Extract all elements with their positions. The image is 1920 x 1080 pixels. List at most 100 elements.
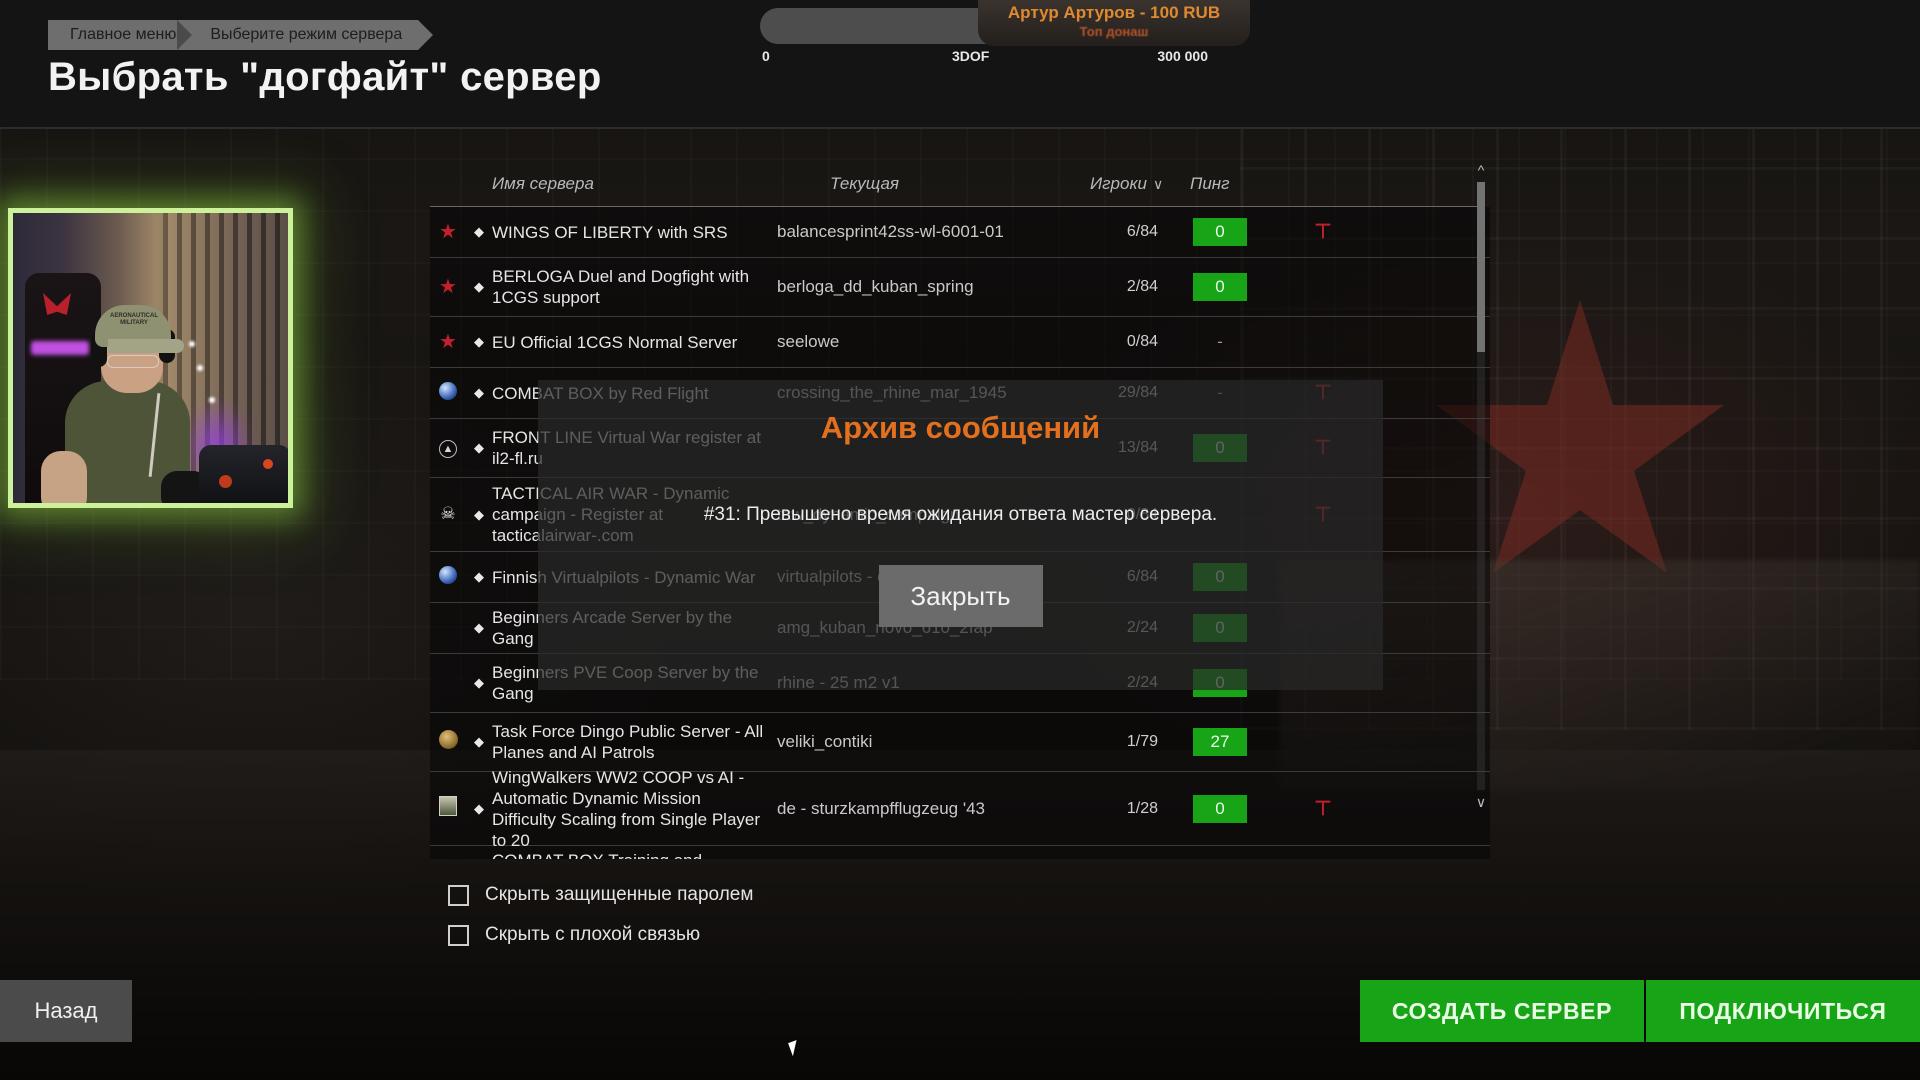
diamond-icon: ◆ <box>474 440 484 455</box>
page-title: Выбрать "догфайт" сервер <box>48 55 602 99</box>
favorite-star-icon[interactable]: ★ <box>439 330 457 353</box>
row-marker-cell: ◆ <box>466 568 492 586</box>
filter-row[interactable]: Скрыть с плохой связью <box>448 924 753 946</box>
ping-badge: 27 <box>1193 728 1247 756</box>
table-row[interactable]: ◆COMBAT BOX Training and Dogfight <box>430 846 1490 859</box>
player-count: 0/84 <box>1126 333 1158 350</box>
row-favorite-cell[interactable]: ★ <box>430 277 466 298</box>
table-row[interactable]: ★ ◆ EU Official 1CGS Normal Server seelowe 0… <box>430 317 1490 368</box>
diamond-icon: ◆ <box>474 734 484 749</box>
diamond-icon: ◆ <box>474 675 484 690</box>
webcam-overlay: AERONAUTICAL MILITARY <box>8 208 293 508</box>
player-count: 6/84 <box>1126 223 1158 240</box>
ping-cell: 0 <box>1172 794 1268 823</box>
emblem-circle-icon[interactable]: ▲ <box>439 439 457 458</box>
row-marker-cell: ◆ <box>466 674 492 692</box>
player-count: 1/79 <box>1126 733 1158 750</box>
row-favorite-cell[interactable] <box>430 381 466 405</box>
create-server-button[interactable]: СОЗДАТЬ СЕРВЕР <box>1360 980 1644 1042</box>
donor-name: Артур Артуров - 100 RUB <box>1007 3 1221 22</box>
donation-scale: 0 3DOF 300 000 <box>760 48 1210 66</box>
row-favorite-cell[interactable]: ★ <box>430 332 466 353</box>
current-mission: balancesprint42ss-wl-6001-01 <box>777 222 1004 241</box>
breadcrumb: Главное меню Выберите режим сервера <box>48 20 434 50</box>
favorite-star-icon[interactable]: ★ <box>439 220 457 243</box>
filter-row[interactable]: Скрыть защищенные паролем <box>448 884 753 906</box>
scale-mid-label: 3DOF <box>952 48 990 64</box>
squadron-badge-icon[interactable] <box>438 730 458 749</box>
row-favorite-cell[interactable]: ★ <box>430 222 466 243</box>
back-button[interactable]: Назад <box>0 980 132 1042</box>
row-favorite-cell[interactable]: ▲ <box>430 439 466 458</box>
column-header-name[interactable]: Имя сервера <box>492 174 594 193</box>
diamond-icon: ◆ <box>474 800 484 816</box>
message-archive-dialog: Архив сообщений #31: Превышено время ожи… <box>538 380 1383 690</box>
donor-subtitle: Топ донаш <box>1079 24 1149 39</box>
glasses-icon <box>107 355 159 368</box>
password-lock-icon: ⊤ <box>1314 221 1332 243</box>
server-name: WingWalkers WW2 COOP vs AI - Automatic D… <box>492 767 761 850</box>
light-spark <box>209 397 215 403</box>
hotas-button <box>263 459 273 469</box>
dialog-close-button[interactable]: Закрыть <box>878 565 1043 627</box>
checkbox[interactable] <box>448 884 469 906</box>
password-cell: ⊤ <box>1268 799 1378 819</box>
breadcrumb-item-server-mode[interactable]: Выберите режим сервера <box>177 20 434 50</box>
row-marker-cell: ◆ <box>466 506 492 524</box>
row-marker-cell: ◆ <box>466 384 492 402</box>
connect-button[interactable]: ПОДКЛЮЧИТЬСЯ <box>1646 980 1920 1042</box>
scale-min-label: 0 <box>762 48 770 64</box>
checkbox[interactable] <box>448 924 469 946</box>
scroll-up-icon[interactable]: ^ <box>1477 162 1485 178</box>
column-header-current-mission[interactable]: Текущая <box>830 174 899 193</box>
row-marker-cell: ◆ <box>466 223 492 241</box>
server-name: EU Official 1CGS Normal Server <box>492 332 738 352</box>
scrollbar-track[interactable] <box>1477 182 1485 790</box>
donation-widget: 0% Артур Артуров - 100 RUB Топ донаш 0 3… <box>760 0 1250 64</box>
skull-icon[interactable]: ☠ <box>440 504 456 523</box>
ping-value: - <box>1217 332 1223 351</box>
column-header-ping[interactable]: Пинг <box>1190 174 1230 193</box>
ping-badge: 0 <box>1193 273 1247 301</box>
squadron-emblem-icon[interactable] <box>439 796 457 816</box>
server-name: WINGS OF LIBERTY with SRS <box>492 222 728 242</box>
checkbox-label: Скрыть с плохой связью <box>485 924 701 945</box>
row-favorite-cell[interactable] <box>430 730 466 754</box>
dialog-title: Архив сообщений <box>820 410 1101 445</box>
diamond-icon: ◆ <box>474 334 484 349</box>
scrollbar-thumb[interactable] <box>1477 182 1485 352</box>
globe-icon[interactable] <box>439 565 457 584</box>
table-row[interactable]: ◆ Task Force Dingo Public Server - All Pl… <box>430 713 1490 772</box>
cap-brim <box>108 339 184 353</box>
table-row[interactable]: ◆ WingWalkers WW2 COOP vs AI - Automatic … <box>430 768 1490 850</box>
row-favorite-cell[interactable]: ☠ <box>430 505 466 524</box>
player-count: 1/28 <box>1126 799 1158 817</box>
column-header-players[interactable]: Игроки ∨ <box>1090 174 1163 194</box>
column-header-players-label: Игроки <box>1090 174 1147 193</box>
player-count: 2/84 <box>1126 278 1158 295</box>
row-favorite-cell[interactable] <box>430 796 466 821</box>
table-row[interactable]: ★ ◆ BERLOGA Duel and Dogfight with 1CGS su… <box>430 258 1490 317</box>
server-list-scrollbar[interactable]: ^ ∨ <box>1472 160 1490 812</box>
table-row[interactable]: ★ ◆ WINGS OF LIBERTY with SRS balancesprint… <box>430 207 1490 258</box>
row-favorite-cell[interactable] <box>430 565 466 589</box>
cap-text: AERONAUTICAL MILITARY <box>110 313 158 326</box>
filter-checkboxes: Скрыть защищенные паролем Скрыть с плохой… <box>448 884 753 964</box>
breadcrumb-item-main-menu[interactable]: Главное меню <box>48 20 208 50</box>
checkbox-label: Скрыть защищенные паролем <box>485 884 754 905</box>
light-spark <box>197 365 203 371</box>
current-mission: veliki_contiki <box>777 732 873 751</box>
favorite-star-icon[interactable]: ★ <box>439 275 457 298</box>
row-marker-cell: ◆ <box>466 733 492 751</box>
scroll-down-icon[interactable]: ∨ <box>1475 794 1487 810</box>
diamond-icon: ◆ <box>474 569 484 584</box>
ping-cell: 27 <box>1172 728 1268 756</box>
ping-badge: 0 <box>1193 218 1247 246</box>
password-cell: ⊤ <box>1268 222 1378 242</box>
ping-cell: 0 <box>1172 218 1268 246</box>
donor-banner: Артур Артуров - 100 RUB Топ донаш <box>978 0 1250 46</box>
globe-icon[interactable] <box>439 381 457 400</box>
breadcrumb-label: Выберите режим сервера <box>210 26 403 43</box>
server-name: BERLOGA Duel and Dogfight with 1CGS supp… <box>492 267 750 307</box>
